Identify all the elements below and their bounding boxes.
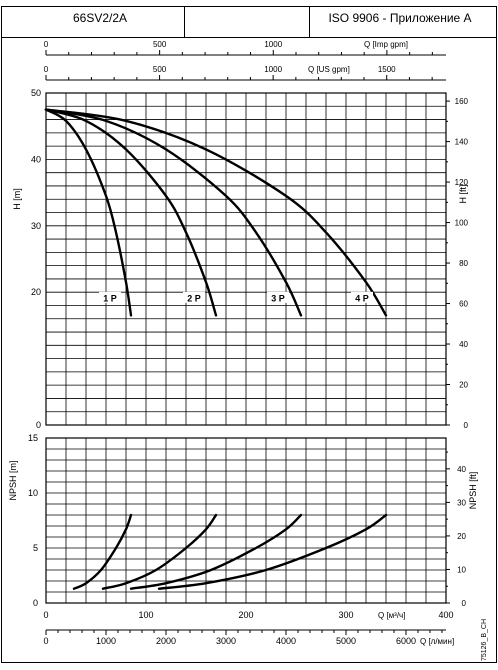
npsh-y-right-tick-label: 20	[457, 532, 466, 541]
head-y-tick-label: 0	[36, 420, 41, 430]
head-y-right-tick-label: 120	[455, 178, 469, 187]
x-tick-label: 200	[238, 610, 253, 620]
series-label-2: 2 P	[187, 293, 201, 303]
top-axis-label: Q [Imp gpm]	[364, 40, 408, 49]
head-y-right-tick-label: 0	[464, 421, 469, 430]
series-label-bg	[99, 291, 121, 303]
head-y-tick-label: 40	[31, 154, 41, 164]
x-tick-label: 100	[138, 610, 153, 620]
x-tick-label: 300	[338, 610, 353, 620]
npsh-y-left: 0 5 10 15 NPSH [m]	[8, 433, 38, 608]
head-curve-2	[44, 108, 218, 317]
head-y-right-tick-label: 40	[459, 340, 468, 349]
curves	[44, 108, 388, 590]
grids	[45, 92, 447, 604]
x-tick-label: 0	[43, 610, 48, 620]
top-axis-tick-label: 500	[153, 65, 167, 74]
x2-tick-label: 6000	[396, 636, 416, 646]
series-label-3: 3 P	[271, 293, 285, 303]
head-y-tick-label: 30	[31, 221, 41, 231]
head-y-axis-label: H [m]	[12, 188, 22, 210]
x2-tick-label: 3000	[216, 636, 236, 646]
labels: 1 P 2 P 3 P 4 P	[99, 291, 373, 303]
outer-border	[1, 6, 497, 663]
series-label-1: 1 P	[103, 293, 117, 303]
head-y-right-tick-label: 100	[455, 219, 469, 228]
npsh-y-right-tick-label: 40	[457, 465, 466, 474]
series-label-bg	[267, 291, 289, 303]
head-grid	[45, 92, 447, 426]
head-y-right-tick-label: 80	[459, 259, 468, 268]
top-axis-tick-label: 500	[153, 40, 167, 49]
npsh-curve-2	[101, 513, 218, 590]
head-y-tick-label: 50	[31, 88, 41, 98]
top-axis-tick-label: 1000	[264, 40, 282, 49]
top-axis-tick-label: 1000	[264, 65, 282, 74]
standard-title: ISO 9906 - Приложение A	[328, 11, 471, 25]
npsh-y-tick-label: 10	[28, 488, 38, 498]
head-curve-3	[44, 108, 303, 317]
head-y-left: 0 20 30 40 50 H [m]	[12, 88, 41, 430]
npsh-y-right-label: NPSH [ft]	[468, 472, 478, 510]
npsh-y-tick-label: 5	[33, 543, 38, 553]
npsh-y-tick-label: 0	[33, 598, 38, 608]
bottom-x-axis: 0 100 200 300 400 Q [м³/ч]	[43, 610, 453, 620]
npsh-curve-1	[72, 513, 133, 590]
head-y-right-tick-label: 20	[459, 381, 468, 390]
npsh-y-right-tick-label: 30	[457, 498, 466, 507]
frame	[1, 6, 497, 663]
model-title: 66SV2/2A	[73, 11, 127, 25]
top-axis-label: Q [US gpm]	[308, 65, 350, 74]
x2-tick-label: 4000	[276, 636, 296, 646]
npsh-y-axis-label: NPSH [m]	[8, 460, 18, 500]
head-curve-1	[44, 108, 133, 317]
top-axis-tick-label: 0	[44, 40, 49, 49]
x2-tick-label: 5000	[336, 636, 356, 646]
npsh-grid	[45, 437, 447, 604]
head-y-right: 0 20 40 60 80 100 120 140 160 H [ft]	[446, 97, 469, 430]
npsh-y-right-tick-label: 10	[457, 565, 466, 574]
npsh-y-right-tick-label: 0	[462, 599, 467, 608]
npsh-y-tick-label: 15	[28, 433, 38, 443]
head-y-right-tick-label: 160	[455, 97, 469, 106]
head-y-right-label: H [ft]	[458, 184, 468, 203]
head-y-right-tick-label: 140	[455, 138, 469, 147]
series-label-bg	[183, 291, 205, 303]
npsh-curve-4	[157, 513, 388, 590]
x2-tick-label: 0	[43, 636, 48, 646]
top-axis-tick-label: 0	[44, 65, 49, 74]
head-curve-4	[44, 108, 388, 317]
npsh-curve-3	[129, 513, 303, 590]
side-code: 75126_B_CH	[481, 619, 488, 661]
bottom-x-axis-2: 0 1000 2000 3000 4000 5000 6000 Q [л/мин]	[43, 629, 454, 646]
x-axis-label: Q [м³/ч]	[378, 611, 405, 620]
top-axis-tick-label: 1500	[378, 65, 396, 74]
x-tick-label: 400	[438, 610, 453, 620]
top-axis-0: 0 500 1000 Q [Imp gpm]	[44, 40, 446, 56]
x2-axis-label: Q [л/мин]	[420, 637, 454, 646]
x2-tick-label: 2000	[156, 636, 176, 646]
head-y-right-tick-label: 60	[459, 300, 468, 309]
x2-tick-label: 1000	[96, 636, 116, 646]
head-y-tick-label: 20	[31, 287, 41, 297]
top-axis-1: 0 500 1000 1500 Q [US gpm]	[44, 65, 446, 81]
series-label-bg	[351, 291, 373, 303]
series-label-4: 4 P	[355, 293, 369, 303]
